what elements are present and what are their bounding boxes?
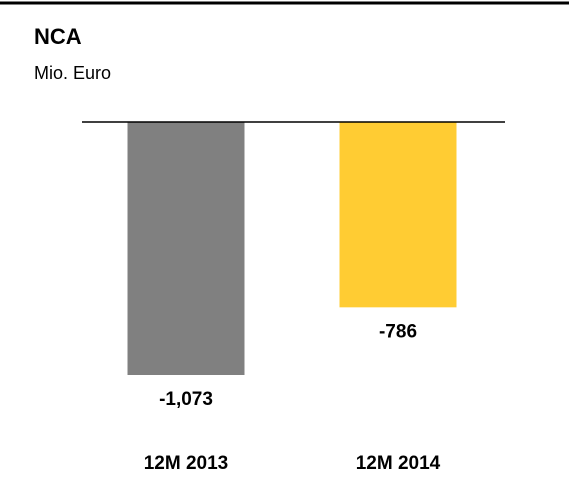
value-label: -786 xyxy=(379,321,417,342)
bar xyxy=(339,122,457,308)
x-tick-label: 12M 2013 xyxy=(144,453,229,474)
bar xyxy=(127,122,245,375)
value-label: -1,073 xyxy=(159,389,213,410)
chart-subtitle: Mio. Euro xyxy=(34,63,111,83)
chart-title: NCA xyxy=(34,24,82,49)
x-tick-label: 12M 2014 xyxy=(356,453,441,474)
